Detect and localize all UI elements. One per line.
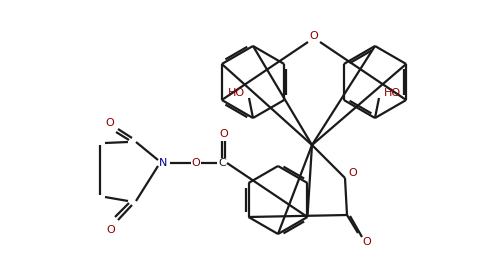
Text: C: C [218, 158, 226, 168]
Text: HO: HO [228, 88, 245, 98]
Text: O: O [349, 168, 357, 178]
Text: O: O [107, 225, 115, 235]
Text: O: O [106, 118, 114, 128]
Text: O: O [192, 158, 201, 168]
Text: HO: HO [383, 88, 401, 98]
Text: O: O [309, 31, 318, 41]
Text: O: O [363, 237, 371, 247]
Text: O: O [219, 129, 228, 139]
Text: N: N [159, 158, 167, 168]
